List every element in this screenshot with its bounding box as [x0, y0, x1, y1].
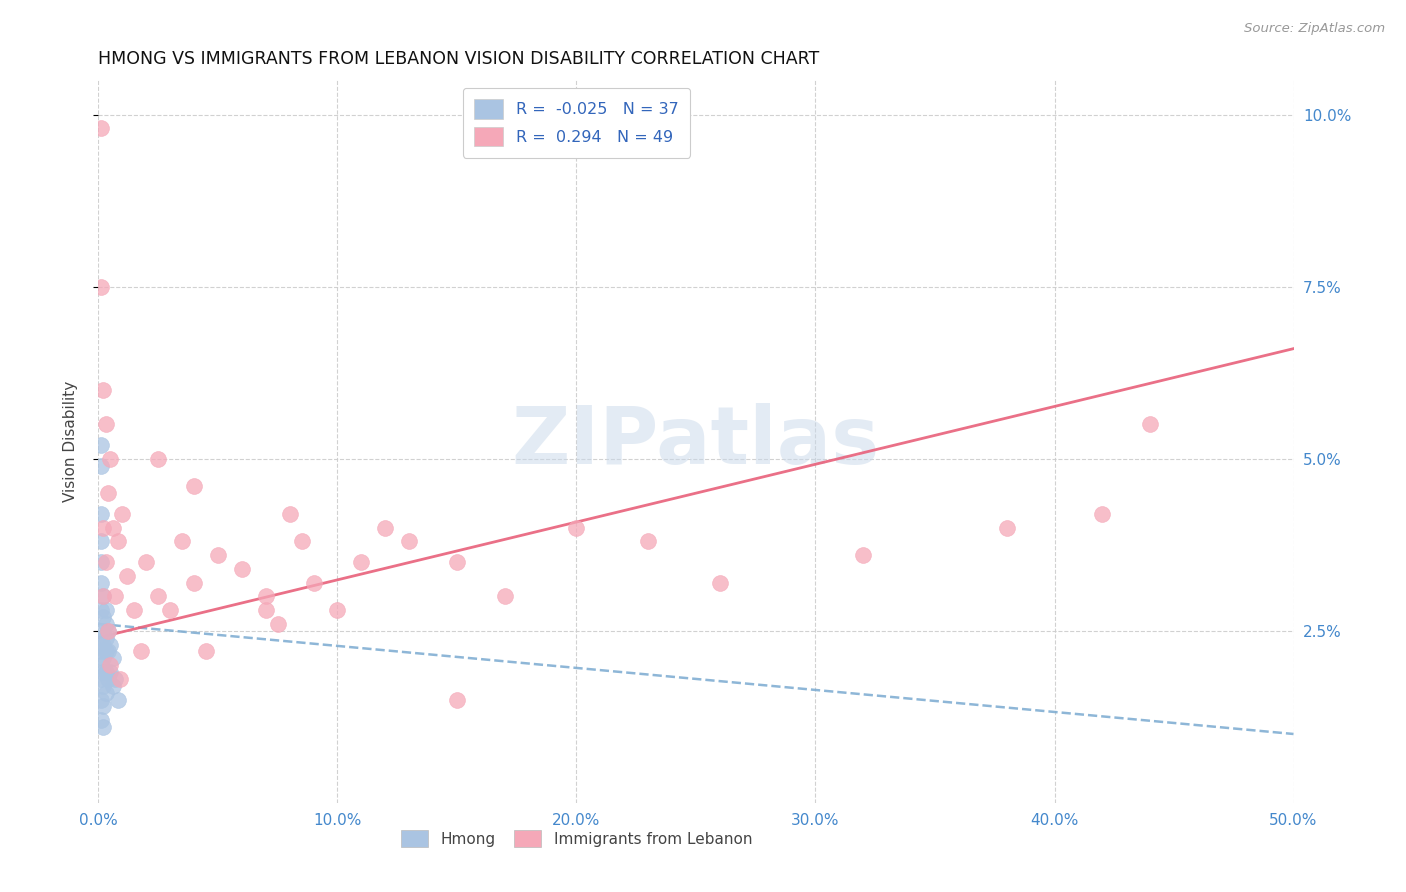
Point — [446, 555, 468, 569]
Point — [291, 534, 314, 549]
Point — [94, 603, 117, 617]
Point — [90, 692, 112, 706]
Point — [131, 644, 153, 658]
Point — [183, 575, 205, 590]
Point — [637, 534, 659, 549]
Point — [97, 486, 120, 500]
Point — [91, 383, 114, 397]
Point — [172, 534, 194, 549]
Point — [326, 603, 349, 617]
Point — [94, 631, 117, 645]
Point — [90, 279, 112, 293]
Point — [90, 534, 112, 549]
Point — [94, 417, 117, 432]
Text: ZIPatlas: ZIPatlas — [512, 402, 880, 481]
Text: Source: ZipAtlas.com: Source: ZipAtlas.com — [1244, 22, 1385, 36]
Point — [852, 548, 875, 562]
Point — [350, 555, 373, 569]
Point — [565, 520, 588, 534]
Point — [91, 665, 114, 679]
Point — [91, 638, 114, 652]
Point — [90, 458, 112, 473]
Point — [709, 575, 731, 590]
Point — [98, 638, 122, 652]
Point — [94, 616, 117, 631]
Point — [94, 686, 117, 700]
Point — [94, 644, 117, 658]
Y-axis label: Vision Disability: Vision Disability — [63, 381, 77, 502]
Point — [90, 121, 112, 136]
Point — [91, 699, 114, 714]
Point — [995, 520, 1018, 534]
Point — [97, 624, 120, 638]
Point — [231, 562, 253, 576]
Point — [98, 451, 122, 466]
Point — [207, 548, 229, 562]
Point — [267, 616, 290, 631]
Point — [107, 534, 129, 549]
Point — [107, 692, 129, 706]
Legend: Hmong, Immigrants from Lebanon: Hmong, Immigrants from Lebanon — [395, 824, 758, 853]
Point — [90, 575, 112, 590]
Point — [494, 590, 516, 604]
Point — [302, 575, 325, 590]
Point — [90, 631, 112, 645]
Point — [90, 555, 112, 569]
Point — [91, 651, 114, 665]
Point — [97, 624, 120, 638]
Point — [104, 590, 127, 604]
Point — [91, 610, 114, 624]
Point — [90, 603, 112, 617]
Point — [398, 534, 420, 549]
Point — [98, 665, 122, 679]
Point — [91, 720, 114, 734]
Point — [91, 520, 114, 534]
Point — [98, 658, 122, 673]
Point — [278, 507, 301, 521]
Point — [111, 507, 134, 521]
Point — [101, 679, 124, 693]
Point — [91, 679, 114, 693]
Point — [90, 507, 112, 521]
Point — [91, 624, 114, 638]
Point — [115, 568, 138, 582]
Point — [195, 644, 218, 658]
Point — [124, 603, 146, 617]
Point — [90, 438, 112, 452]
Point — [254, 603, 277, 617]
Point — [148, 451, 170, 466]
Point — [90, 672, 112, 686]
Point — [91, 590, 114, 604]
Point — [183, 479, 205, 493]
Point — [94, 665, 117, 679]
Point — [108, 672, 131, 686]
Point — [91, 590, 114, 604]
Point — [374, 520, 396, 534]
Point — [97, 672, 120, 686]
Point — [101, 651, 124, 665]
Point — [148, 590, 170, 604]
Point — [446, 692, 468, 706]
Point — [90, 658, 112, 673]
Point — [254, 590, 277, 604]
Point — [94, 555, 117, 569]
Point — [1091, 507, 1114, 521]
Point — [90, 644, 112, 658]
Point — [1139, 417, 1161, 432]
Point — [104, 672, 127, 686]
Point — [97, 644, 120, 658]
Point — [101, 520, 124, 534]
Point — [159, 603, 181, 617]
Text: HMONG VS IMMIGRANTS FROM LEBANON VISION DISABILITY CORRELATION CHART: HMONG VS IMMIGRANTS FROM LEBANON VISION … — [98, 50, 820, 68]
Point — [135, 555, 157, 569]
Point — [90, 713, 112, 727]
